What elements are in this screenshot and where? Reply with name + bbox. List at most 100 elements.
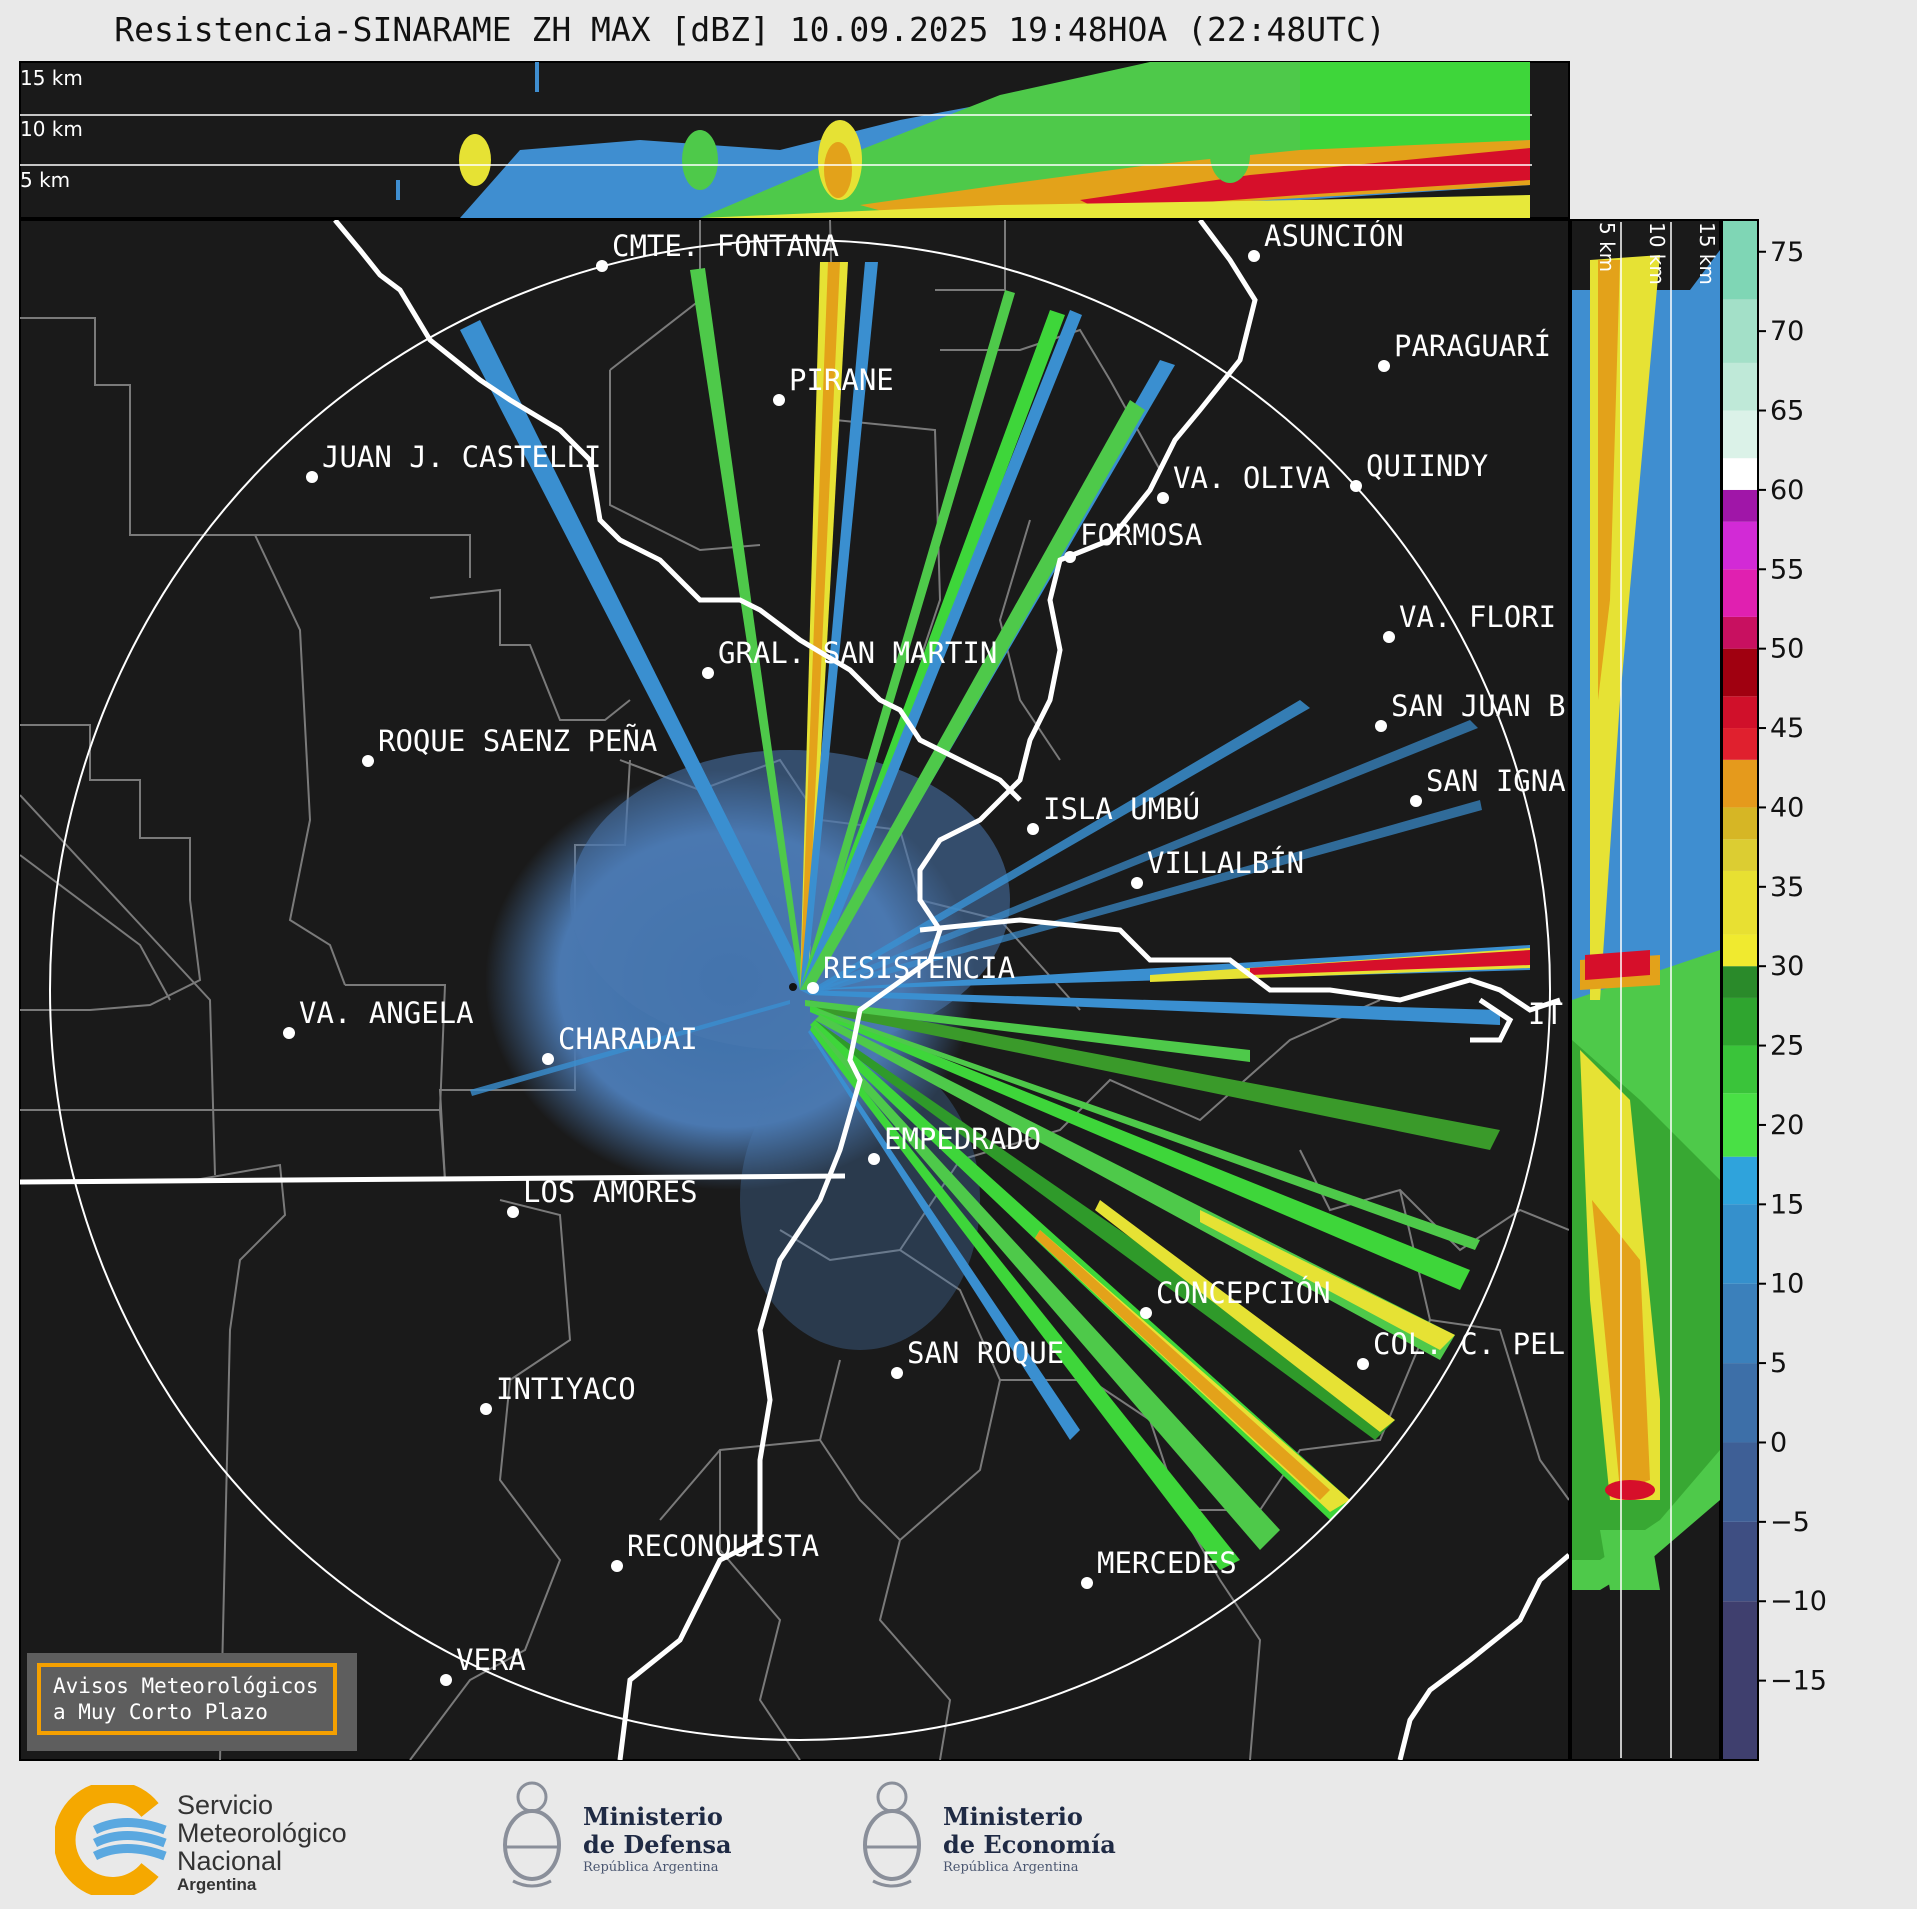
colorbar-tick-label: 50	[1770, 634, 1804, 665]
side-height-profile: 5 km 10 km 15 km	[1570, 219, 1721, 1761]
economia-line-3: República Argentina	[943, 1860, 1079, 1875]
svg-text:IT: IT	[1528, 997, 1563, 1031]
colorbar-tick-label: −5	[1770, 1507, 1810, 1538]
svg-text:VA. FLORI: VA. FLORI	[1399, 600, 1556, 634]
warning-line-1: Avisos Meteorológicos	[53, 1674, 319, 1698]
svg-text:ASUNCIÓN: ASUNCIÓN	[1264, 219, 1404, 253]
major-boundaries	[20, 220, 1569, 1760]
defensa-logo: Ministerio de Defensa República Argentin…	[495, 1775, 755, 1900]
top-profile-label-5km: 5 km	[20, 168, 70, 192]
colorbar-tick-label: 30	[1770, 951, 1804, 982]
national-shield-icon	[503, 1781, 561, 1888]
colorbar-tick-label: 65	[1770, 396, 1804, 427]
svg-text:PIRANE: PIRANE	[789, 363, 894, 397]
colorbar-band	[1722, 521, 1758, 570]
colorbar-tick-label: 45	[1770, 713, 1804, 744]
svg-text:RECONQUISTA: RECONQUISTA	[627, 1529, 819, 1563]
svg-text:JUAN J. CASTELLI: JUAN J. CASTELLI	[322, 440, 601, 474]
svg-text:RESISTENCIA: RESISTENCIA	[823, 951, 1015, 985]
colorbar-tick-label: 25	[1770, 1031, 1804, 1062]
city-villalbin: VILLALBÍN	[1131, 846, 1304, 889]
colorbar-frame	[1721, 219, 1759, 1761]
city-reconquista: RECONQUISTA	[611, 1529, 819, 1572]
economia-line-1: Ministerio	[943, 1802, 1083, 1831]
colorbar-tick-label: 60	[1770, 475, 1804, 506]
svg-text:CHARADAI: CHARADAI	[558, 1022, 698, 1056]
colorbar-tick-label: −10	[1770, 1586, 1827, 1617]
colorbar-band	[1722, 934, 1758, 967]
colorbar-band	[1722, 759, 1758, 808]
colorbar-tick-label: 0	[1770, 1427, 1787, 1458]
colorbar-tick-label: 40	[1770, 792, 1804, 823]
svg-text:COL. C. PEL: COL. C. PEL	[1373, 1327, 1565, 1361]
svg-text:VILLALBÍN: VILLALBÍN	[1147, 846, 1304, 880]
city-va-flori: VA. FLORI	[1383, 600, 1556, 643]
colorbar-band	[1722, 696, 1758, 729]
city-va-oliva: VA. OLIVA	[1157, 461, 1330, 504]
svg-text:CMTE. FONTANA: CMTE. FONTANA	[612, 229, 839, 263]
side-profile-echoes	[1572, 250, 1720, 1590]
colorbar-band	[1722, 1156, 1758, 1205]
defensa-line-1: Ministerio	[583, 1802, 723, 1831]
colorbar-band	[1722, 1601, 1758, 1760]
smn-line-1: Servicio	[177, 1790, 274, 1820]
defensa-line-3: República Argentina	[583, 1860, 719, 1875]
svg-text:VERA: VERA	[456, 1643, 526, 1677]
city-asuncion: ASUNCIÓN	[1248, 219, 1404, 262]
footer-logos: Servicio Meteorológico Nacional Argentin…	[0, 1760, 1917, 1909]
svg-text:CONCEPCIÓN: CONCEPCIÓN	[1156, 1276, 1331, 1310]
city-isla-umbu: ISLA UMBÚ	[1027, 792, 1200, 835]
warning-label[interactable]: Avisos Meteorológicos a Muy Corto Plazo	[37, 1663, 337, 1735]
city-formosa: FORMOSA	[1064, 518, 1202, 563]
warning-line-2: a Muy Corto Plazo	[53, 1700, 268, 1724]
top-profile-label-15km: 15 km	[20, 66, 83, 90]
colorbar-band	[1722, 616, 1758, 649]
colorbar-band	[1722, 220, 1758, 300]
colorbar-band	[1722, 362, 1758, 411]
warning-box: Avisos Meteorológicos a Muy Corto Plazo	[27, 1653, 357, 1751]
city-col-c-pel: COL. C. PEL	[1357, 1327, 1565, 1370]
svg-text:VA. OLIVA: VA. OLIVA	[1173, 461, 1330, 495]
city-intiyaco: INTIYACO	[480, 1372, 636, 1415]
city-empedrado: EMPEDRADO	[868, 1122, 1041, 1165]
colorbar-band	[1722, 1045, 1758, 1094]
side-profile-label-15km: 15 km	[1695, 222, 1719, 285]
colorbar-band	[1722, 870, 1758, 935]
colorbar-tick-label: 10	[1770, 1269, 1804, 1300]
colorbar-band	[1722, 1363, 1758, 1443]
top-profile-echoes	[396, 62, 1530, 218]
colorbar-band	[1722, 410, 1758, 459]
city-gral-san-martin: GRAL. SAN MARTIN	[702, 636, 997, 679]
svg-text:ROQUE SAENZ PEÑA: ROQUE SAENZ PEÑA	[378, 724, 657, 758]
colorbar-tick-label: 70	[1770, 316, 1804, 347]
svg-text:LOS AMORES: LOS AMORES	[523, 1175, 698, 1209]
smn-logo: Servicio Meteorológico Nacional Argentin…	[53, 1781, 395, 1899]
smn-line-4: Argentina	[177, 1875, 257, 1894]
colorbar-tick-label: 35	[1770, 872, 1804, 903]
radar-map: CMTE. FONTANA ASUNCIÓN PARAGUARÍ PIRANE …	[19, 219, 1570, 1761]
city-mercedes: MERCEDES	[1081, 1546, 1237, 1589]
colorbar-tick-label: −15	[1770, 1666, 1827, 1697]
city-roque-saenz-pena: ROQUE SAENZ PEÑA	[362, 724, 657, 767]
range-ring	[49, 239, 1551, 1741]
smn-line-2: Meteorológico	[177, 1818, 347, 1848]
svg-text:EMPEDRADO: EMPEDRADO	[884, 1122, 1041, 1156]
colorbar-bands	[1722, 220, 1758, 1760]
colorbar-tick-label: 15	[1770, 1189, 1804, 1220]
page-title: Resistencia-SINARAME ZH MAX [dBZ] 10.09.…	[114, 10, 1386, 49]
radial-echoes	[460, 262, 1530, 1570]
svg-text:SAN ROQUE: SAN ROQUE	[907, 1336, 1064, 1370]
city-markers: CMTE. FONTANA ASUNCIÓN PARAGUARÍ PIRANE …	[283, 219, 1566, 1686]
defensa-line-2: de Defensa	[583, 1830, 732, 1859]
colorbar-band	[1722, 1283, 1758, 1364]
colorbar-band	[1722, 489, 1758, 522]
city-quiindy: QUIINDY	[1350, 449, 1488, 492]
colorbar-band	[1722, 569, 1758, 617]
svg-text:ISLA UMBÚ: ISLA UMBÚ	[1043, 792, 1200, 826]
city-pirane: PIRANE	[773, 363, 894, 406]
colorbar-tick-label: 5	[1770, 1348, 1787, 1379]
city-juan-j-castelli: JUAN J. CASTELLI	[306, 440, 601, 483]
side-profile-label-10km: 10 km	[1645, 222, 1669, 285]
city-los-amores: LOS AMORES	[507, 1175, 698, 1218]
